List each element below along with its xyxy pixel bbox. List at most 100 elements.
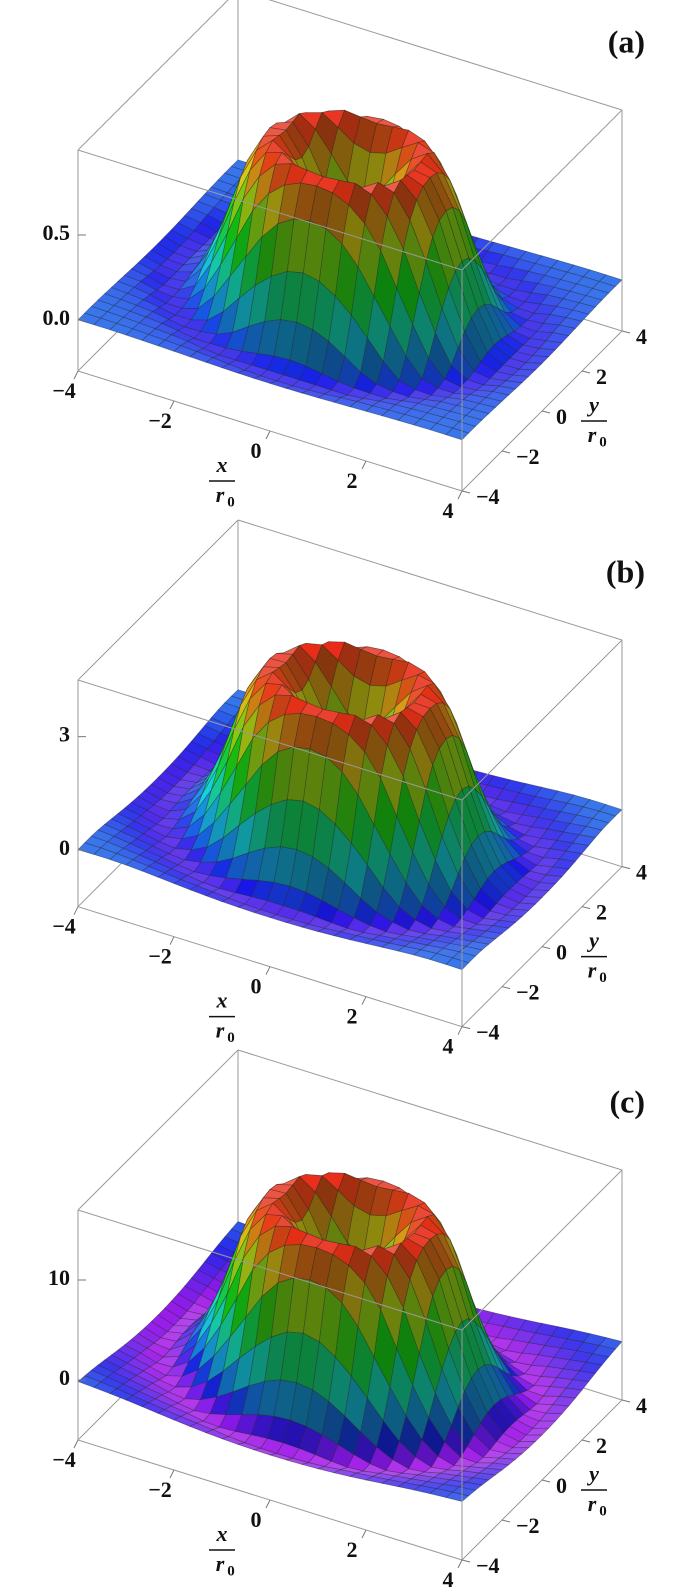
- surface-patch: [585, 1353, 610, 1366]
- x-tick-label: −2: [148, 1477, 172, 1502]
- surface-patch: [498, 914, 523, 923]
- y-tick-label: −4: [476, 484, 500, 509]
- box-edge: [77, 906, 463, 1028]
- x-tick: [457, 490, 463, 500]
- surface-patch: [525, 355, 550, 364]
- x-tick: [169, 936, 175, 945]
- y-label-sub: 0: [599, 1503, 607, 1519]
- x-tick: [265, 1499, 271, 1509]
- surface-patch: [445, 1491, 470, 1502]
- y-tick-label: 2: [596, 900, 607, 925]
- y-label-num: y: [586, 1461, 599, 1486]
- y-label-den: r: [588, 958, 597, 983]
- x-tick-label: −4: [52, 1447, 76, 1472]
- box-edge: [237, 1049, 623, 1171]
- surface-patch: [545, 1404, 570, 1415]
- surface-patch: [578, 1361, 603, 1374]
- y-tick-label: 0: [556, 940, 567, 965]
- x-tick-label: −4: [52, 378, 76, 403]
- surface-patch: [451, 421, 476, 434]
- surface-patch: [505, 1447, 530, 1455]
- y-label-sub: 0: [599, 970, 607, 986]
- y-tick: [461, 1026, 471, 1030]
- y-label-den: r: [588, 1491, 597, 1516]
- surface-patch: [565, 309, 590, 322]
- x-tick: [73, 370, 79, 380]
- x-tick-label: 0: [251, 974, 262, 999]
- surface-patch: [511, 1441, 537, 1449]
- x-tick-label: 0: [251, 1507, 262, 1532]
- x-label-sub: 0: [227, 494, 235, 510]
- panel-label: (a): [608, 23, 645, 59]
- x-tick: [265, 430, 271, 440]
- y-tick: [581, 906, 591, 910]
- y-tick-label: 0: [556, 1473, 567, 1498]
- surface-patch: [445, 957, 470, 971]
- surface-patch: [558, 317, 583, 329]
- surface-patch: [471, 403, 497, 415]
- surface-patch: [552, 324, 577, 337]
- x-tick-label: −2: [148, 408, 172, 433]
- surface-patch: [465, 409, 490, 421]
- box-edge: [268, 0, 623, 111]
- surface-patch: [531, 348, 557, 358]
- y-tick-label: −4: [476, 1553, 500, 1578]
- y-tick-label: 4: [636, 860, 647, 885]
- surface-patch: [565, 1379, 590, 1391]
- box-edge: [77, 1209, 463, 1331]
- y-tick-label: 2: [596, 364, 607, 389]
- y-tick: [501, 986, 511, 990]
- x-tick-label: 0: [251, 438, 262, 463]
- x-label-sub: 0: [227, 1030, 235, 1046]
- x-tick-label: 2: [347, 1004, 358, 1029]
- y-tick: [621, 330, 631, 334]
- x-tick: [361, 460, 367, 470]
- surface-patch: [511, 368, 537, 377]
- panel-label: (c): [609, 1083, 645, 1119]
- y-tick: [461, 1559, 471, 1563]
- surface-patch: [518, 362, 543, 371]
- x-label-den: r: [216, 1018, 225, 1043]
- x-tick: [73, 906, 79, 915]
- y-label-den: r: [588, 422, 597, 447]
- y-tick-label: −2: [516, 1513, 540, 1538]
- y-tick: [581, 1439, 591, 1443]
- box-edge: [77, 0, 229, 151]
- x-tick-label: −4: [52, 914, 76, 939]
- surface-patch: [545, 866, 570, 877]
- box-edge: [77, 679, 463, 801]
- x-label-den: r: [216, 1551, 225, 1576]
- y-tick: [501, 1519, 511, 1523]
- y-label-num: y: [586, 392, 599, 417]
- x-tick: [457, 1559, 463, 1569]
- z-tick-label: 0: [59, 835, 70, 860]
- surface-patch: [518, 1434, 543, 1443]
- surface-patch: [572, 1370, 596, 1383]
- y-tick-label: −2: [516, 444, 540, 469]
- surface-patch: [498, 380, 523, 390]
- surface-patch: [538, 340, 563, 351]
- surface-patch: [572, 834, 596, 846]
- x-tick: [169, 400, 175, 410]
- box-edge: [461, 866, 623, 1028]
- z-tick-label: 0.0: [43, 305, 71, 330]
- surface-patch: [471, 1472, 497, 1481]
- box-edge: [237, 519, 623, 641]
- y-tick: [621, 866, 631, 870]
- y-tick-label: 2: [596, 1433, 607, 1458]
- x-label-num: x: [216, 1521, 228, 1546]
- y-tick-label: 0: [556, 404, 567, 429]
- x-tick-label: 2: [347, 468, 358, 493]
- y-tick: [501, 450, 511, 454]
- x-tick: [265, 966, 271, 975]
- surface-patch: [558, 850, 583, 862]
- box-edge: [461, 639, 623, 801]
- y-tick: [461, 490, 471, 494]
- z-tick-label: 0.5: [43, 220, 71, 245]
- surface-patch: [585, 818, 610, 831]
- y-label-sub: 0: [599, 434, 607, 450]
- y-tick-label: −2: [516, 980, 540, 1005]
- surface-patch: [525, 889, 550, 898]
